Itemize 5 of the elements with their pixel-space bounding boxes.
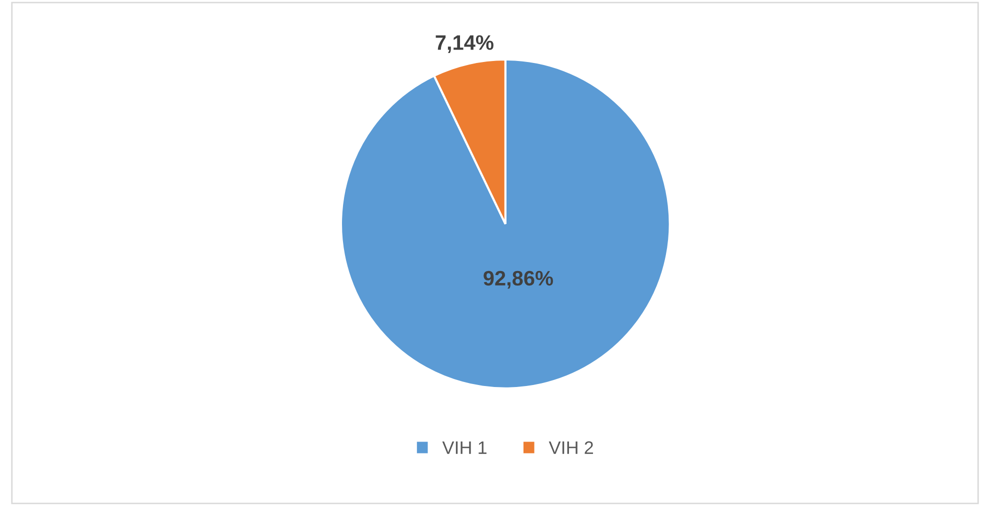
data-label: 7,14% bbox=[436, 35, 494, 53]
pie-slice bbox=[340, 58, 671, 390]
legend-label: VIH 1 bbox=[442, 441, 486, 454]
legend-label: VIH 2 bbox=[548, 441, 593, 454]
data-label: 92,86% bbox=[484, 270, 553, 289]
